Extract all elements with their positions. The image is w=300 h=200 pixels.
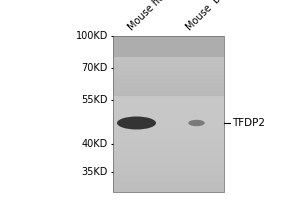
Bar (112, 155, 224, 157)
Bar (112, 186, 224, 188)
Bar (112, 147, 224, 149)
Bar (112, 51, 224, 54)
Bar (112, 158, 224, 161)
Text: Mouse heart: Mouse heart (126, 0, 176, 32)
Bar (112, 151, 224, 153)
Bar (112, 40, 224, 42)
Text: 55KD: 55KD (82, 95, 108, 105)
Bar (112, 100, 224, 102)
Bar (112, 92, 224, 95)
Bar (112, 162, 224, 165)
Bar (112, 36, 224, 192)
Bar (112, 145, 224, 147)
Bar (112, 55, 224, 57)
Bar (112, 88, 224, 91)
Bar (112, 116, 224, 118)
Bar (112, 86, 224, 89)
Bar (112, 63, 224, 65)
Bar (112, 112, 224, 114)
Bar (112, 160, 224, 163)
Bar (112, 84, 224, 87)
Bar (112, 36, 224, 38)
Bar (112, 78, 224, 81)
Bar (112, 57, 224, 59)
Bar (112, 156, 224, 159)
Bar (112, 143, 224, 145)
Bar (112, 178, 224, 180)
Bar (112, 141, 224, 143)
Bar (112, 129, 224, 132)
Bar (112, 90, 224, 93)
Bar (112, 139, 224, 141)
Bar (112, 123, 224, 126)
Bar (112, 98, 224, 100)
Bar (112, 170, 224, 172)
Bar (112, 121, 224, 124)
Bar (112, 61, 224, 63)
Bar (112, 166, 224, 169)
Bar (112, 102, 224, 104)
Bar (112, 176, 224, 178)
Bar (112, 43, 224, 46)
Bar (112, 75, 224, 77)
Bar (112, 190, 224, 192)
Bar (112, 188, 224, 190)
Bar (112, 174, 224, 176)
Text: Mouse  brain: Mouse brain (184, 0, 236, 32)
Bar (112, 153, 224, 155)
Bar (112, 106, 224, 108)
Bar (112, 38, 224, 40)
Text: TFDP2: TFDP2 (232, 118, 266, 128)
Bar (112, 182, 224, 184)
Text: 70KD: 70KD (82, 63, 108, 73)
Bar (112, 131, 224, 134)
Bar (112, 67, 224, 69)
Bar (112, 41, 224, 44)
Bar (112, 184, 224, 186)
Ellipse shape (117, 116, 156, 130)
Bar (112, 133, 224, 135)
Bar (112, 135, 224, 137)
Ellipse shape (188, 120, 205, 126)
Bar (112, 53, 224, 56)
Bar (112, 73, 224, 75)
Bar (112, 125, 224, 128)
Bar (112, 80, 224, 83)
Bar (112, 164, 224, 167)
Bar (112, 71, 224, 73)
Text: 100KD: 100KD (76, 31, 108, 41)
Bar (112, 149, 224, 151)
Bar (112, 49, 224, 52)
Bar (112, 114, 224, 116)
Bar (112, 47, 224, 50)
Bar (112, 119, 224, 122)
Bar (112, 82, 224, 85)
Bar (112, 77, 224, 79)
Bar (112, 110, 224, 112)
Bar (112, 65, 224, 67)
Bar (112, 172, 224, 174)
Bar (112, 118, 224, 120)
Bar (112, 137, 224, 139)
Bar (112, 45, 224, 48)
Bar (112, 104, 224, 106)
Text: 35KD: 35KD (82, 167, 108, 177)
Bar (112, 69, 224, 71)
Bar (112, 96, 224, 98)
Bar (112, 127, 224, 130)
Bar (112, 180, 224, 182)
Bar (112, 108, 224, 110)
Bar (112, 94, 224, 96)
Bar (112, 59, 224, 61)
Bar (112, 168, 224, 171)
Text: 40KD: 40KD (82, 139, 108, 149)
